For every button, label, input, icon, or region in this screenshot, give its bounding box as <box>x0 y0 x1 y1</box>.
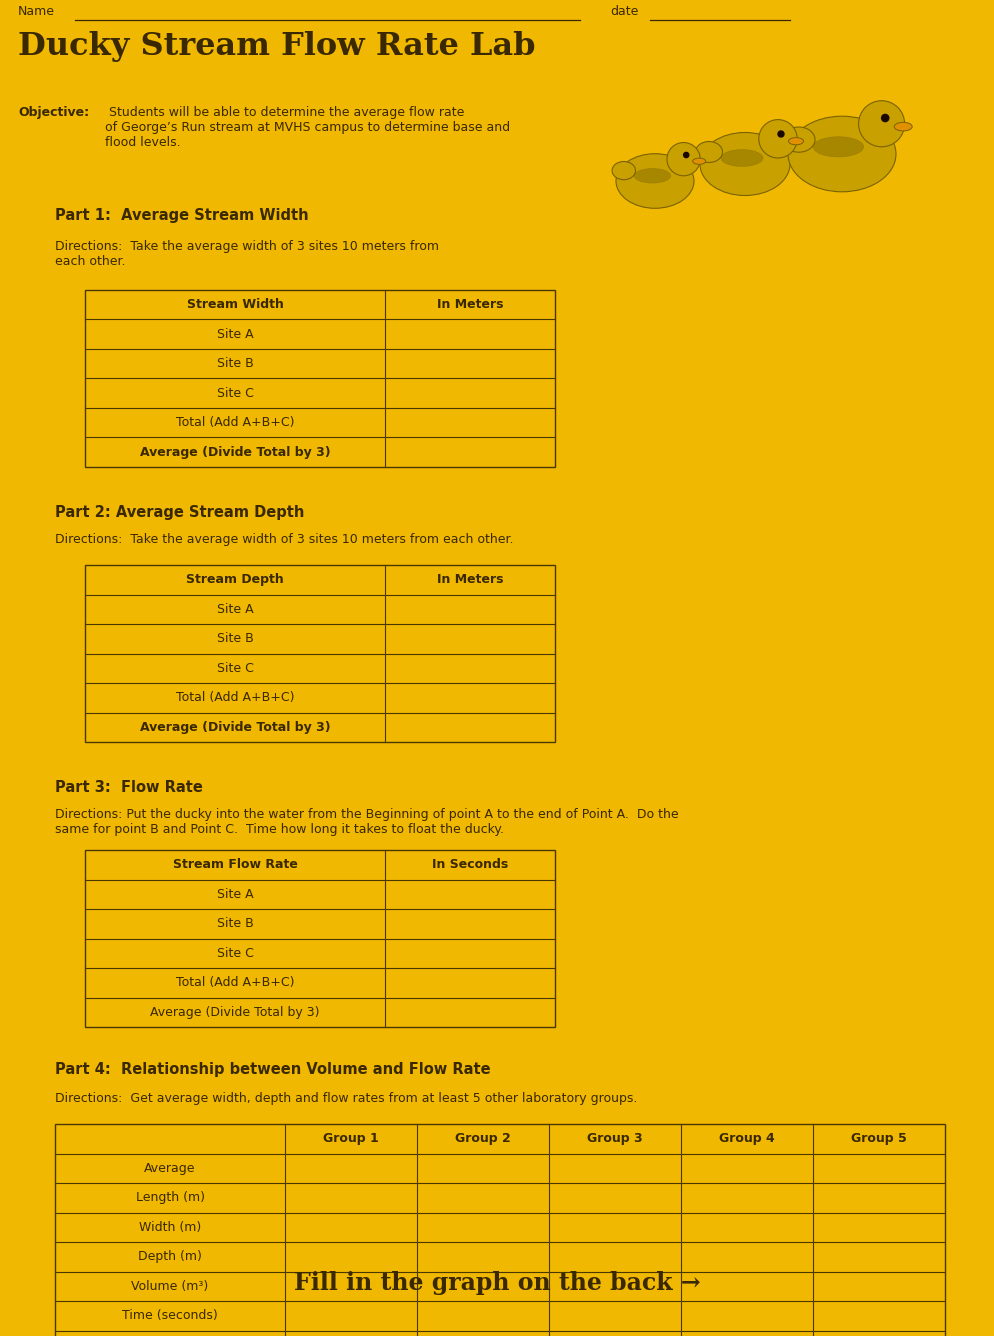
Text: Total (Add A+B+C): Total (Add A+B+C) <box>176 977 294 989</box>
Text: Depth (m): Depth (m) <box>138 1250 202 1264</box>
Text: Group 4: Group 4 <box>719 1132 774 1145</box>
Bar <box>84 565 555 741</box>
Text: Site B: Site B <box>217 357 253 370</box>
Ellipse shape <box>615 154 693 208</box>
Text: In Meters: In Meters <box>436 573 503 587</box>
Text: Average (Divide Total by 3): Average (Divide Total by 3) <box>150 1006 319 1019</box>
Text: Part 2: Average Stream Depth: Part 2: Average Stream Depth <box>55 505 304 520</box>
Ellipse shape <box>787 138 803 144</box>
Text: Part 3:  Flow Rate: Part 3: Flow Rate <box>55 780 203 795</box>
Text: Group 2: Group 2 <box>454 1132 510 1145</box>
Ellipse shape <box>812 136 863 156</box>
Ellipse shape <box>695 142 722 163</box>
Text: Group 1: Group 1 <box>323 1132 379 1145</box>
Text: date: date <box>609 5 638 17</box>
Ellipse shape <box>700 132 789 195</box>
Text: Objective:: Objective: <box>18 106 89 119</box>
Ellipse shape <box>787 116 896 192</box>
Circle shape <box>683 152 688 158</box>
Bar <box>55 1124 944 1336</box>
Text: Average: Average <box>144 1162 196 1174</box>
Text: Fill in the graph on the back →: Fill in the graph on the back → <box>294 1271 700 1295</box>
Circle shape <box>858 100 904 147</box>
Text: Directions:  Take the average width of 3 sites 10 meters from each other.: Directions: Take the average width of 3 … <box>55 533 513 546</box>
Ellipse shape <box>782 127 814 152</box>
Text: Ducky Stream Flow Rate Lab: Ducky Stream Flow Rate Lab <box>18 31 535 61</box>
Ellipse shape <box>692 158 705 164</box>
Text: Total (Add A+B+C): Total (Add A+B+C) <box>176 417 294 429</box>
Text: Site B: Site B <box>217 918 253 930</box>
Text: Directions: Put the ducky into the water from the Beginning of point A to the en: Directions: Put the ducky into the water… <box>55 808 678 836</box>
Text: In Meters: In Meters <box>436 298 503 311</box>
Ellipse shape <box>611 162 635 180</box>
Text: Group 3: Group 3 <box>586 1132 642 1145</box>
Text: Site C: Site C <box>217 386 253 399</box>
Text: Stream Width: Stream Width <box>187 298 283 311</box>
Text: Volume (m³): Volume (m³) <box>131 1280 209 1293</box>
Text: Part 4:  Relationship between Volume and Flow Rate: Part 4: Relationship between Volume and … <box>55 1062 490 1077</box>
Ellipse shape <box>721 150 762 167</box>
Circle shape <box>758 120 796 158</box>
Text: Stream Depth: Stream Depth <box>186 573 283 587</box>
Bar <box>84 290 555 468</box>
Text: Site A: Site A <box>217 887 253 900</box>
Text: In Seconds: In Seconds <box>431 858 508 871</box>
Text: Site C: Site C <box>217 947 253 959</box>
Text: Site B: Site B <box>217 632 253 645</box>
Circle shape <box>777 131 783 138</box>
Circle shape <box>881 115 888 122</box>
Text: Total (Add A+B+C): Total (Add A+B+C) <box>176 691 294 704</box>
Text: Group 5: Group 5 <box>850 1132 906 1145</box>
Text: Average (Divide Total by 3): Average (Divide Total by 3) <box>139 446 330 458</box>
Circle shape <box>666 143 700 176</box>
Text: Length (m): Length (m) <box>135 1192 205 1204</box>
Ellipse shape <box>894 123 911 131</box>
Text: Name: Name <box>18 5 55 17</box>
Text: Students will be able to determine the average flow rate
of George’s Run stream : Students will be able to determine the a… <box>105 106 510 150</box>
Text: Width (m): Width (m) <box>139 1221 201 1233</box>
Text: Time (seconds): Time (seconds) <box>122 1309 218 1323</box>
Text: Directions:  Take the average width of 3 sites 10 meters from
each other.: Directions: Take the average width of 3 … <box>55 240 438 269</box>
Text: Directions:  Get average width, depth and flow rates from at least 5 other labor: Directions: Get average width, depth and… <box>55 1092 637 1105</box>
Bar <box>84 850 555 1027</box>
Text: Part 1:  Average Stream Width: Part 1: Average Stream Width <box>55 208 308 223</box>
Ellipse shape <box>633 168 670 183</box>
Text: Stream Flow Rate: Stream Flow Rate <box>172 858 297 871</box>
Text: Average (Divide Total by 3): Average (Divide Total by 3) <box>139 720 330 733</box>
Text: Site A: Site A <box>217 327 253 341</box>
Text: Site C: Site C <box>217 661 253 675</box>
Text: Site A: Site A <box>217 603 253 616</box>
